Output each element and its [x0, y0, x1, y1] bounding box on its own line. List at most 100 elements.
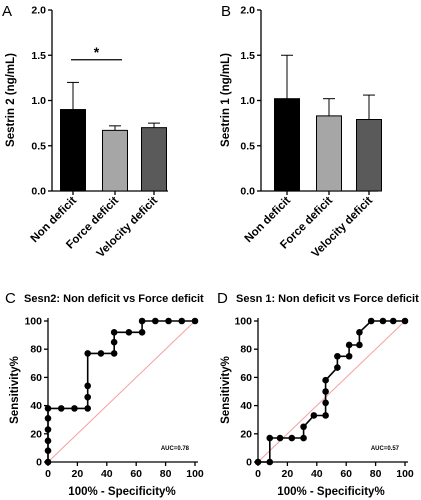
roc-point [44, 414, 52, 422]
x-tick-label: 100 [186, 468, 204, 480]
y-tick-label: 0.0 [31, 186, 46, 198]
roc-point [84, 393, 91, 401]
roc-point [44, 437, 52, 445]
chart-title: Sesn2: Non deficit vs Force deficit [24, 293, 204, 305]
roc-point [379, 317, 387, 325]
x-tick-label: 60 [130, 468, 142, 480]
roc-point [44, 426, 52, 433]
roc-point [191, 317, 199, 325]
roc-point [288, 434, 296, 442]
roc-point [334, 352, 341, 360]
bar [356, 119, 382, 192]
roc-point [401, 317, 409, 325]
roc-point [322, 376, 329, 384]
y-tick-label: 1.0 [240, 95, 255, 107]
x-tick-label: 40 [101, 468, 113, 480]
x-tick-label: 80 [370, 468, 382, 480]
x-tick-label: 80 [160, 468, 172, 480]
roc-point [266, 434, 274, 442]
roc-point [84, 405, 91, 412]
roc-curve [258, 320, 405, 463]
roc-point [44, 447, 52, 455]
roc-point [276, 434, 284, 442]
roc-point [71, 405, 78, 412]
y-tick-label: 40 [240, 400, 252, 412]
y-tick-label: 0.5 [240, 140, 255, 152]
y-tick-label: 40 [30, 400, 42, 412]
x-tick-label: 20 [282, 468, 294, 480]
roc-point [152, 317, 159, 325]
reference-line [47, 320, 196, 463]
panel-letter: B [221, 3, 231, 20]
roc-point [44, 458, 52, 466]
bar [141, 127, 167, 192]
x-axis-title: 100% - Specificity% [68, 486, 175, 498]
y-axis-title: Sensitivity% [9, 356, 21, 424]
roc-point [322, 399, 329, 407]
roc-point [356, 341, 363, 349]
x-tick-label: 20 [72, 468, 84, 480]
y-tick-label: 2.0 [240, 5, 255, 17]
y-tick-label: 80 [240, 344, 252, 356]
y-tick-label: 0 [36, 457, 42, 469]
roc-point [389, 317, 397, 325]
roc-point [266, 458, 274, 466]
roc-point [57, 405, 65, 412]
y-tick-label: 80 [30, 344, 42, 356]
chart-title: Sesn 1: Non deficit vs Force deficit [236, 293, 419, 305]
y-axis-title: Sensitivity% [220, 356, 232, 424]
y-axis-title: Sestrin 1 (ng/mL) [220, 53, 232, 147]
roc-point [334, 364, 341, 371]
auc-label: AUC=0.78 [161, 446, 190, 452]
y-axis-title: Sestrin 2 (ng/mL) [5, 53, 17, 147]
significance-star: * [94, 44, 100, 60]
roc-point [322, 412, 329, 419]
y-tick-label: 1.0 [31, 95, 46, 107]
y-tick-label: 100 [24, 316, 42, 328]
panel-letter: D [217, 290, 228, 307]
y-tick-label: 0.0 [240, 186, 255, 198]
bar [316, 115, 342, 192]
y-tick-label: 1.5 [240, 50, 255, 62]
roc-point [165, 317, 172, 325]
roc-point [110, 328, 118, 336]
y-tick-label: 0 [246, 457, 252, 469]
roc-point [322, 388, 329, 395]
x-axis-title: 100% - Specificity% [277, 486, 384, 498]
roc-panel-c: C Sesn2: Non deficit vs Force deficit Sens… [5, 290, 204, 498]
y-tick-label: 60 [240, 372, 252, 384]
panel-letter: C [5, 290, 16, 307]
roc-point [110, 350, 118, 357]
roc-point [310, 412, 318, 419]
panel-letter: A [2, 3, 12, 20]
roc-point [345, 341, 353, 349]
x-tick-label: 0 [45, 468, 51, 480]
roc-point [138, 328, 146, 336]
roc-point [367, 317, 375, 325]
roc-point [356, 328, 363, 336]
y-tick-label: 60 [30, 372, 42, 384]
roc-point [44, 405, 52, 412]
y-tick-label: 1.5 [31, 50, 46, 62]
auc-label: AUC=0.57 [371, 446, 400, 452]
x-tick-label: 100 [396, 468, 414, 480]
roc-point [254, 458, 262, 466]
y-tick-label: 100 [234, 316, 252, 328]
roc-point [110, 338, 118, 346]
roc-point [345, 352, 353, 360]
roc-point [125, 328, 133, 336]
y-tick-label: 20 [240, 428, 252, 440]
roc-point [178, 317, 186, 325]
bar [102, 129, 128, 192]
roc-panel-d: D Sesn 1: Non deficit vs Force deficit Sen… [217, 290, 419, 498]
roc-point [84, 350, 91, 357]
roc-point [97, 350, 105, 357]
x-tick-label: 60 [340, 468, 352, 480]
y-tick-label: 20 [30, 428, 42, 440]
bar [274, 98, 300, 192]
roc-point [300, 434, 307, 442]
x-tick-label: 0 [255, 468, 261, 480]
